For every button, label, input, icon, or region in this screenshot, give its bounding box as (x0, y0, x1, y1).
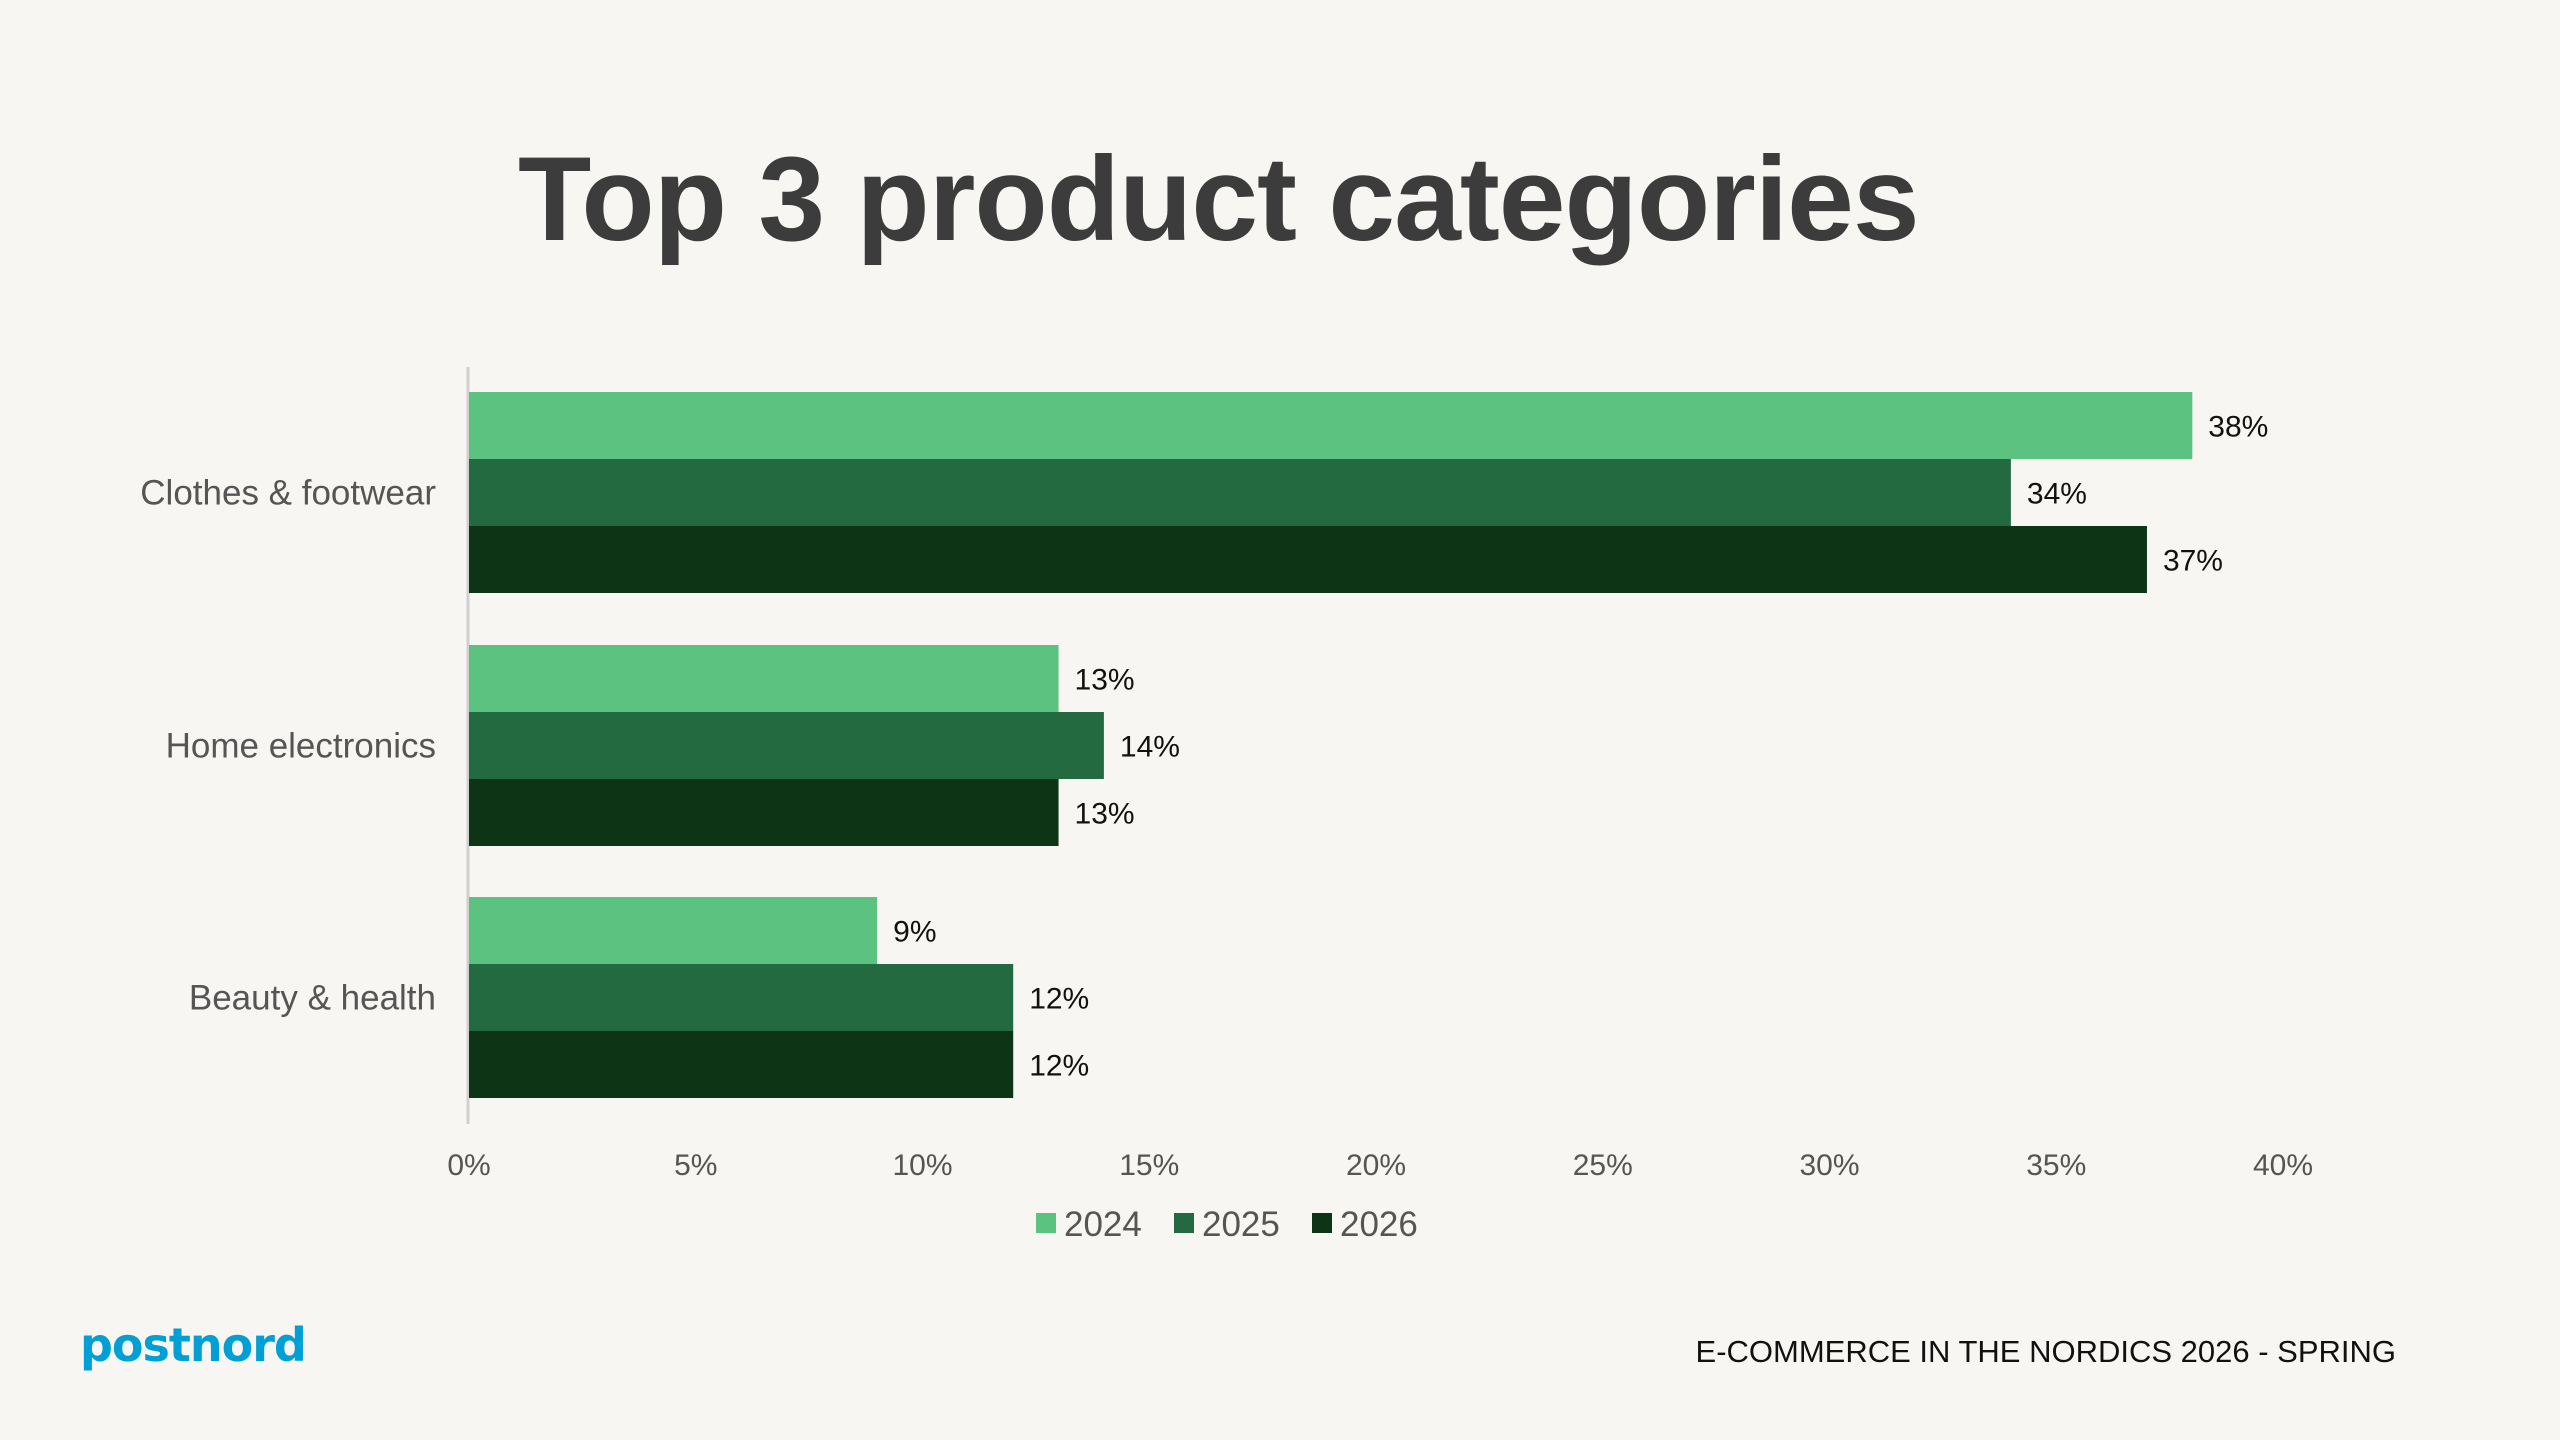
data-label: 37% (2163, 545, 2223, 578)
x-tick-label: 10% (892, 1149, 952, 1182)
data-label: 12% (1029, 983, 1089, 1016)
bar-2025 (469, 964, 1014, 1031)
data-label: 13% (1075, 664, 1135, 697)
bar-2025 (469, 459, 2011, 526)
x-tick-label: 15% (1119, 1149, 1179, 1182)
bar-2026 (469, 1031, 1014, 1098)
data-label: 34% (2027, 478, 2087, 511)
legend-label: 2024 (1064, 1205, 1142, 1244)
data-label: 38% (2208, 411, 2268, 444)
x-tick-label: 25% (1573, 1149, 1633, 1182)
bar-2026 (469, 779, 1059, 846)
data-label: 13% (1075, 798, 1135, 831)
data-label: 9% (893, 916, 936, 949)
category-label: Beauty & health (189, 979, 436, 1018)
x-tick-label: 20% (1346, 1149, 1406, 1182)
footer-text: E-COMMERCE IN THE NORDICS 2026 - SPRING (1695, 1334, 2396, 1369)
category-label: Clothes & footwear (140, 474, 436, 513)
x-tick-label: 30% (1799, 1149, 1859, 1182)
data-label: 14% (1120, 731, 1180, 764)
page-title: Top 3 product categories (518, 132, 1920, 266)
data-label: 12% (1029, 1050, 1089, 1083)
x-tick-label: 35% (2026, 1149, 2086, 1182)
legend-swatch-2024 (1036, 1213, 1056, 1233)
x-tick-label: 0% (447, 1149, 490, 1182)
bar-2024 (469, 897, 878, 964)
x-tick-label: 40% (2253, 1149, 2313, 1182)
bar-2024 (469, 392, 2193, 459)
legend-label: 2026 (1340, 1205, 1418, 1244)
x-tick-label: 5% (674, 1149, 717, 1182)
bar-2026 (469, 526, 2147, 593)
legend-swatch-2026 (1312, 1213, 1332, 1233)
bar-2025 (469, 712, 1104, 779)
legend-label: 2025 (1202, 1205, 1280, 1244)
postnord-logo: postnord (80, 1318, 307, 1372)
bar-2024 (469, 645, 1059, 712)
category-label: Home electronics (166, 727, 436, 766)
legend-swatch-2025 (1174, 1213, 1194, 1233)
